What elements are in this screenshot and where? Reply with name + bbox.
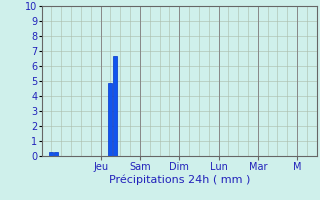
Bar <box>113 55 117 156</box>
Bar <box>108 82 112 156</box>
X-axis label: Précipitations 24h ( mm ): Précipitations 24h ( mm ) <box>108 174 250 185</box>
Bar <box>54 152 58 156</box>
Bar <box>50 152 53 156</box>
